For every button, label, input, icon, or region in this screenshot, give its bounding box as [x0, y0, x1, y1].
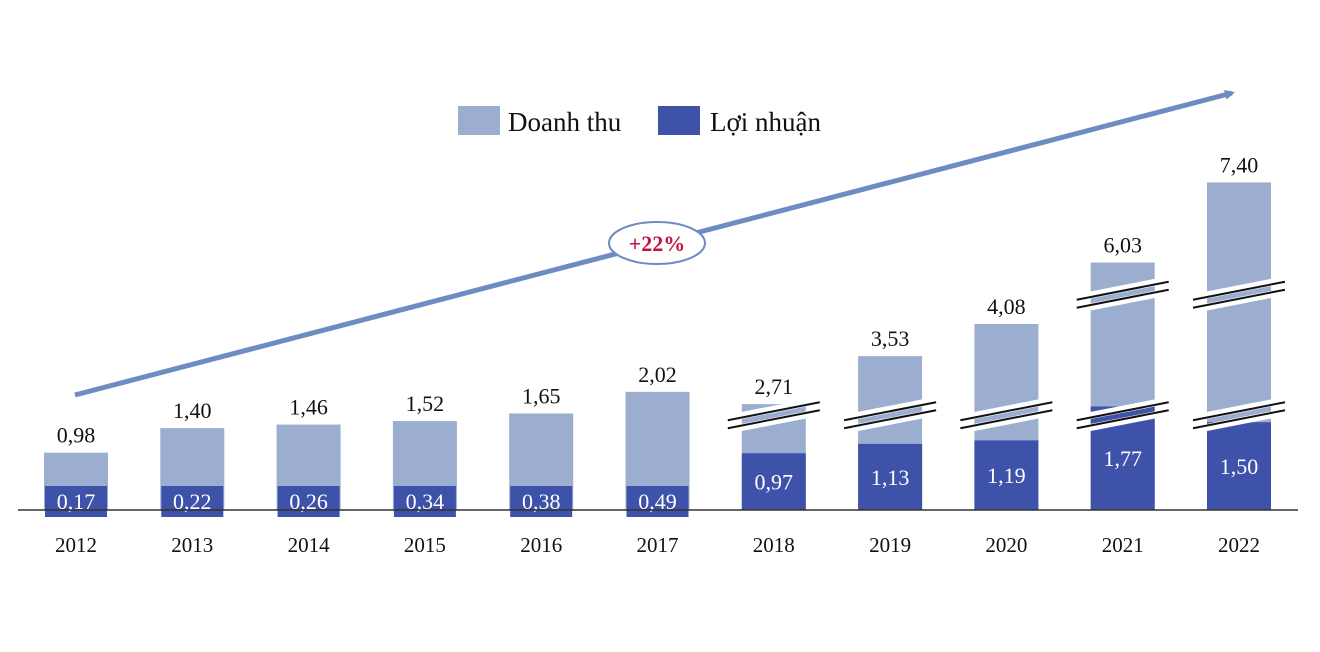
label-profit-2018: 0,97: [755, 470, 794, 495]
axis-break-line-2021-0-1: [1076, 409, 1169, 430]
axis-break-line-2021-1-1: [1076, 288, 1169, 309]
axis-break-line-2021-0-0: [1076, 401, 1169, 422]
bar-profit-2012: [45, 486, 107, 517]
axis-break-line-2022-0-1: [1192, 409, 1286, 430]
axis-break-gap-2018-0-0: [727, 396, 821, 422]
x-tick-2021: 2021: [1102, 533, 1144, 557]
axis-break-gap-2019-0-1: [843, 408, 937, 434]
axis-break-line-2018-0-0: [727, 401, 820, 422]
axis-break-line-2020-0-0: [960, 401, 1053, 422]
growth-annotation-label: +22%: [629, 231, 686, 256]
bar-profit-2015: [393, 486, 456, 517]
axis-break-gap-2021-0-0: [1076, 396, 1170, 422]
x-tick-2016: 2016: [520, 533, 562, 557]
label-revenue-2020: 4,08: [987, 294, 1026, 319]
x-tick-2020: 2020: [985, 533, 1027, 557]
label-revenue-2018: 2,71: [755, 374, 794, 399]
label-revenue-2012: 0,98: [57, 423, 96, 448]
bar-profit-2018: [741, 453, 806, 510]
axis-break-gap-2018-0-1: [727, 408, 821, 434]
label-profit-2022: 1,50: [1220, 454, 1259, 479]
axis-break-line-2022-1-0: [1192, 280, 1286, 301]
axis-break-line-2021-1-0: [1076, 280, 1169, 301]
label-revenue-2019: 3,53: [871, 326, 910, 351]
legend-label-revenue: Doanh thu: [508, 107, 622, 137]
growth-annotation: +22%: [608, 221, 706, 265]
x-tick-2022: 2022: [1218, 533, 1260, 557]
axis-break-line-2022-0-0: [1192, 401, 1286, 422]
axis-break-gap-2021-0-1: [1076, 408, 1170, 434]
axis-break-line-2019-0-0: [843, 401, 937, 422]
growth-annotation-ellipse: [608, 221, 706, 265]
label-profit-2021: 1,77: [1103, 446, 1142, 471]
legend: Doanh thu Lợi nhuận: [458, 106, 822, 137]
x-tick-2015: 2015: [404, 533, 446, 557]
axis-break-line-2019-0-1: [843, 409, 937, 430]
label-profit-2020: 1,19: [987, 463, 1026, 488]
bar-profit-2016: [510, 486, 573, 517]
axis-break-gap-2022-1-1: [1192, 288, 1286, 314]
bar-profit-2020: [974, 440, 1039, 510]
axis-break-line-2020-0-1: [960, 409, 1053, 430]
axis-break-gap-2020-0-1: [959, 408, 1054, 434]
label-revenue-2014: 1,46: [289, 395, 328, 420]
x-tick-2014: 2014: [288, 533, 331, 557]
bar-profit-2017: [626, 486, 689, 517]
bar-profit-2013: [161, 486, 224, 517]
x-axis-ticks: 2012 2013 2014 2015 2016 2017 2018 2019 2020 2021…: [55, 533, 1260, 557]
label-revenue-2015: 1,52: [406, 391, 445, 416]
legend-label-profit: Lợi nhuận: [710, 107, 822, 137]
label-revenue-2022: 7,40: [1220, 152, 1259, 177]
x-tick-2012: 2012: [55, 533, 97, 557]
axis-break-gap-2022-1-0: [1192, 276, 1286, 302]
axis-break-gap-2021-1-0: [1076, 276, 1170, 302]
label-revenue-2016: 1,65: [522, 383, 561, 408]
bar-profit-2019: [858, 443, 923, 510]
label-revenue-2013: 1,40: [173, 398, 212, 423]
axis-break-gap-2021-1-1: [1076, 288, 1170, 314]
label-profit-2019: 1,13: [871, 465, 910, 490]
x-tick-2018: 2018: [753, 533, 795, 557]
bar-profit-2014: [277, 486, 340, 517]
bars-layer: 0,170,980,221,400,261,460,341,520,381,65…: [44, 152, 1286, 517]
label-revenue-2021: 6,03: [1103, 233, 1142, 258]
axis-break-gap-2020-0-0: [959, 396, 1054, 422]
label-revenue-2017: 2,02: [638, 362, 677, 387]
legend-swatch-profit: [658, 106, 700, 135]
axis-break-gap-2019-0-0: [843, 396, 937, 422]
x-tick-2013: 2013: [171, 533, 213, 557]
bar-profit-2022: [1207, 422, 1271, 510]
x-tick-2017: 2017: [637, 533, 679, 557]
x-tick-2019: 2019: [869, 533, 911, 557]
axis-break-line-2022-1-1: [1192, 288, 1286, 309]
axis-break-gap-2022-0-0: [1192, 396, 1286, 422]
axis-break-line-2018-0-1: [727, 409, 820, 430]
legend-swatch-revenue: [458, 106, 500, 135]
axis-break-gap-2022-0-1: [1192, 408, 1286, 434]
